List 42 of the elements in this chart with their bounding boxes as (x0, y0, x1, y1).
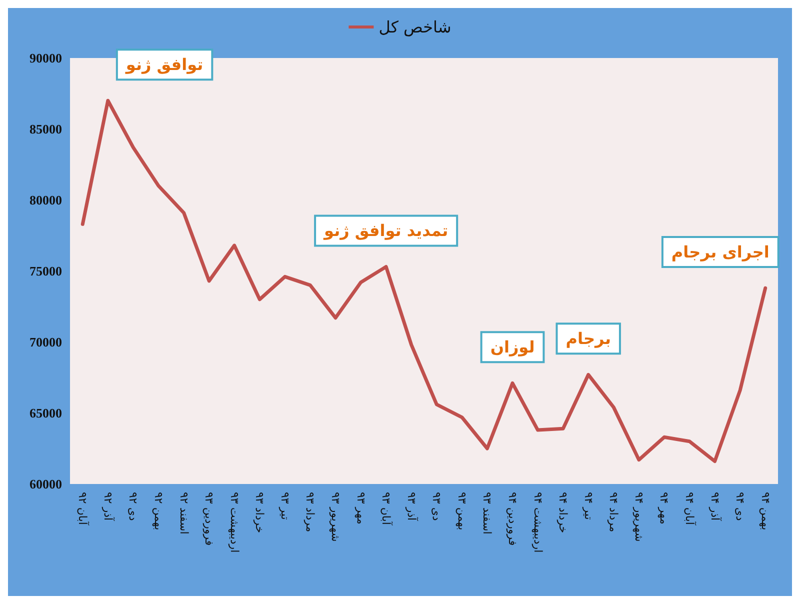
x-tick-label: اردیبهشت ۹۳ (228, 492, 241, 553)
x-tick-label: دی ۹۴ (734, 492, 747, 521)
x-tick-label: آبان ۹۲ (76, 492, 90, 526)
x-tick-label: آذر ۹۴ (708, 492, 722, 522)
x-tick-label: فروردین ۹۳ (202, 492, 216, 546)
x-tick-label: مهر ۹۴ (658, 492, 671, 524)
y-tick-label: 80000 (30, 192, 62, 208)
x-tick-label: شهریور ۹۴ (632, 492, 646, 542)
y-tick-label: 75000 (30, 264, 62, 278)
x-tick-label: فروردین ۹۴ (506, 492, 519, 546)
annotation: توافق ژنو (124, 55, 204, 74)
x-tick-label: تیر ۹۳ (278, 492, 292, 520)
annotation: تمدید توافق ژنو (323, 221, 448, 240)
y-tick-label: 70000 (30, 334, 62, 350)
annotation: اجرای برجام (671, 242, 770, 262)
y-tick-label: 85000 (30, 122, 62, 136)
x-tick-label: مرداد ۹۴ (607, 492, 620, 532)
annotation: لوزان (490, 338, 535, 357)
x-tick-label: بهمن ۹۲ (152, 492, 165, 530)
x-tick-label: آبان ۹۳ (380, 492, 394, 526)
legend-label: شاخص کل (378, 18, 452, 36)
y-tick-label: 65000 (30, 406, 62, 420)
x-tick-label: بهمن ۹۴ (758, 492, 772, 530)
x-tick-label: شهریور ۹۳ (329, 492, 342, 542)
x-tick-label: آذر ۹۲ (101, 492, 116, 522)
x-tick-label: خرداد ۹۴ (556, 492, 570, 534)
x-tick-label: بهمن ۹۳ (455, 492, 468, 530)
x-tick-label: اسفند ۹۳ (480, 492, 494, 534)
x-tick-label: مرداد ۹۳ (304, 492, 317, 532)
x-tick-label: دی ۹۳ (430, 492, 444, 521)
x-tick-label: اسفند ۹۲ (177, 492, 190, 534)
x-tick-label: آذر ۹۳ (404, 492, 419, 522)
y-tick-label: 90000 (30, 50, 62, 66)
x-tick-label: دی ۹۲ (126, 492, 140, 521)
x-tick-label: تیر ۹۴ (582, 492, 595, 520)
x-tick-label: اردیبهشت ۹۴ (531, 492, 544, 553)
y-tick-label: 60000 (30, 476, 62, 492)
x-tick-label: آبان ۹۴ (683, 492, 697, 526)
line-series (80, 98, 768, 464)
x-tick-label: مهر ۹۳ (354, 492, 368, 524)
annotation: برجام (566, 329, 611, 348)
x-tick-label: خرداد ۹۳ (253, 492, 266, 534)
